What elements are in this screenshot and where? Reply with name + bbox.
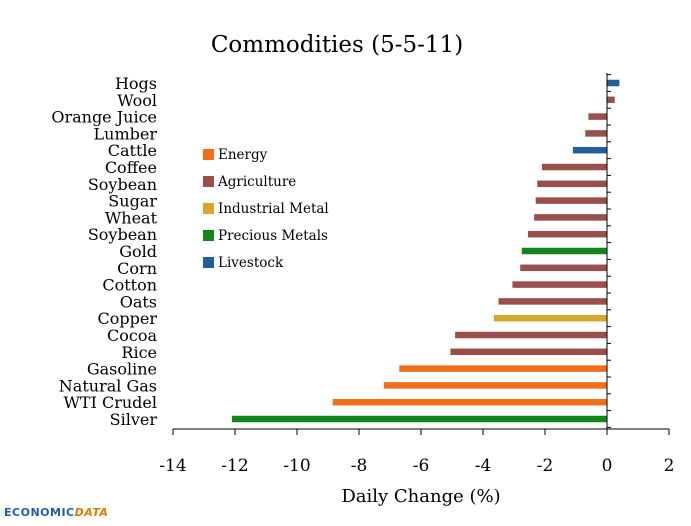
brand-logo: ECONOMICDATA [4, 506, 108, 519]
bar-lumber [585, 130, 607, 137]
y-tick-label: Lumber [94, 124, 158, 143]
chart-title: Commodities (5-5-11) [211, 32, 463, 58]
legend-label: Energy [218, 147, 268, 163]
x-axis-label: Daily Change (%) [341, 486, 500, 507]
y-tick-label: Cocoa [107, 326, 157, 345]
y-tick-label: Hogs [115, 74, 157, 93]
y-tick-label: Copper [98, 309, 158, 328]
bar-oats [498, 298, 607, 305]
bar-gasoline [399, 365, 607, 372]
y-tick-label: Soybean [88, 175, 157, 194]
legend-swatch [203, 230, 214, 241]
bar-corn [520, 264, 607, 272]
legend-label: Agriculture [217, 174, 296, 190]
x-tick-label: -4 [475, 456, 492, 476]
x-tick-label: -10 [283, 456, 310, 476]
x-tick-label: -2 [537, 456, 554, 476]
bar-cattle [572, 146, 607, 154]
bar-wool [607, 96, 615, 104]
legend-swatch [203, 149, 214, 160]
x-tick-label: -14 [159, 456, 186, 476]
legend-swatch [203, 203, 214, 214]
bar-wti-crudel [332, 398, 607, 406]
bar-copper [493, 314, 607, 322]
y-tick-label: Corn [117, 259, 157, 278]
x-tick-label: -12 [221, 456, 248, 476]
bar-natural-gas [383, 382, 607, 389]
bar-soybean [527, 230, 607, 238]
x-tick-label: 2 [664, 456, 675, 476]
bar-rice [450, 348, 607, 356]
legend-swatch [203, 257, 214, 268]
logo-part2: DATA [74, 506, 109, 519]
y-tick-label: Silver [110, 410, 158, 429]
y-tick-label: Gasoline [87, 360, 157, 379]
legend-label: Industrial Metal [218, 201, 329, 217]
y-tick-label: Wool [117, 91, 157, 110]
bar-sugar [535, 197, 607, 204]
bar-soybean [537, 180, 607, 188]
y-tick-label: Cotton [102, 276, 157, 295]
y-tick-label: WTI Crudel [63, 393, 157, 412]
legend-swatch [203, 176, 214, 187]
x-tick-label: -6 [413, 456, 430, 476]
y-tick-label: Orange Juice [51, 108, 157, 127]
y-tick-label: Rice [121, 343, 157, 362]
bar-gold [521, 247, 607, 255]
y-tick-label: Sugar [108, 192, 157, 211]
legend-label: Livestock [218, 255, 284, 271]
y-tick-label: Oats [120, 292, 157, 311]
y-tick-label: Gold [119, 242, 157, 261]
bar-coffee [541, 163, 607, 171]
y-tick-label: Soybean [88, 225, 157, 244]
bar-orange-juice [588, 113, 607, 120]
y-tick-label: Natural Gas [59, 376, 157, 395]
bar-cotton [512, 281, 607, 288]
bar-hogs [607, 79, 620, 87]
y-tick-label: Wheat [105, 208, 158, 227]
legend-label: Precious Metals [218, 228, 328, 244]
logo-part1: ECONOMIC [4, 506, 75, 519]
bar-wheat [534, 214, 607, 221]
y-tick-label: Cattle [108, 141, 157, 160]
y-tick-label: Coffee [105, 158, 157, 177]
x-tick-label: -8 [351, 456, 368, 476]
x-tick-label: 0 [602, 456, 613, 476]
bar-cocoa [455, 331, 607, 339]
bar-silver [231, 415, 607, 423]
